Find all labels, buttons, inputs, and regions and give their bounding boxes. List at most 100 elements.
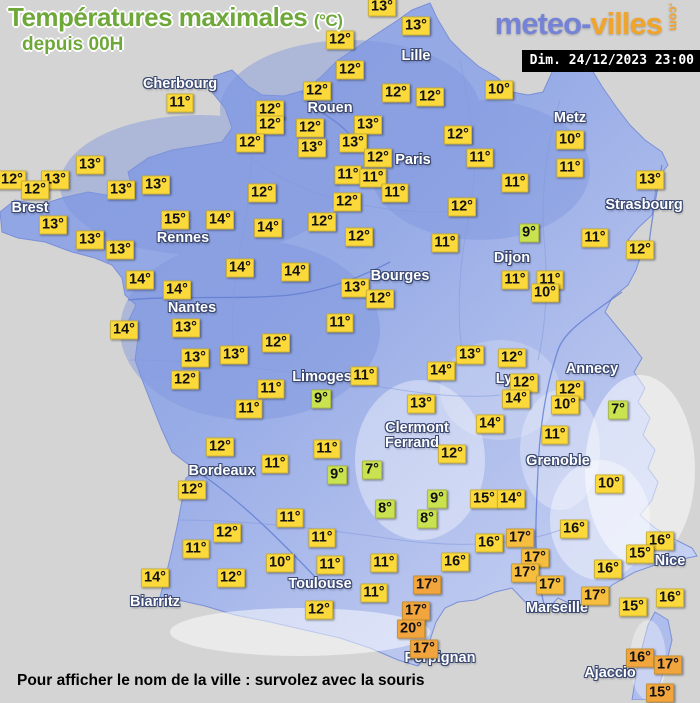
temperature-label[interactable]: 14° — [281, 262, 309, 282]
temperature-label[interactable]: 12° — [171, 370, 199, 390]
temperature-label[interactable]: 8° — [375, 499, 395, 519]
temperature-label[interactable]: 11° — [326, 313, 354, 333]
temperature-label[interactable]: 13° — [402, 16, 430, 36]
temperature-label[interactable]: 17° — [536, 575, 564, 595]
temperature-label[interactable]: 12° — [0, 170, 26, 190]
temperature-label[interactable]: 20° — [397, 619, 425, 639]
temperature-label[interactable]: 13° — [407, 394, 435, 414]
temperature-label[interactable]: 11° — [235, 399, 263, 419]
temperature-label[interactable]: 15° — [619, 597, 647, 617]
temperature-label[interactable]: 13° — [341, 278, 369, 298]
temperature-label[interactable]: 12° — [345, 227, 373, 247]
temperature-label[interactable]: 11° — [334, 165, 362, 185]
temperature-label[interactable]: 12° — [178, 480, 206, 500]
temperature-label[interactable]: 15° — [626, 544, 654, 564]
temperature-label[interactable]: 14° — [141, 568, 169, 588]
temperature-label[interactable]: 17° — [654, 655, 682, 675]
temperature-label[interactable]: 13° — [339, 133, 367, 153]
temperature-label[interactable]: 11° — [182, 539, 210, 559]
temperature-label[interactable]: 11° — [431, 233, 459, 253]
temperature-label[interactable]: 13° — [76, 230, 104, 250]
temperature-label[interactable]: 9° — [519, 223, 539, 243]
temperature-label[interactable]: 12° — [303, 81, 331, 101]
temperature-label[interactable]: 12° — [444, 125, 472, 145]
temperature-label[interactable]: 17° — [506, 528, 534, 548]
temperature-label[interactable]: 14° — [126, 270, 154, 290]
temperature-label[interactable]: 11° — [556, 158, 584, 178]
temperature-label[interactable]: 12° — [326, 30, 354, 50]
temperature-label[interactable]: 12° — [305, 600, 333, 620]
temperature-label[interactable]: 12° — [217, 568, 245, 588]
temperature-label[interactable]: 12° — [213, 523, 241, 543]
temperature-label[interactable]: 17° — [511, 563, 539, 583]
temperature-label[interactable]: 12° — [206, 437, 234, 457]
temperature-label[interactable]: 16° — [626, 648, 654, 668]
temperature-label[interactable]: 12° — [382, 83, 410, 103]
temperature-label[interactable]: 12° — [262, 333, 290, 353]
temperature-label[interactable]: 11° — [370, 553, 398, 573]
temperature-label[interactable]: 12° — [438, 444, 466, 464]
temperature-label[interactable]: 13° — [636, 170, 664, 190]
temperature-label[interactable]: 11° — [261, 454, 289, 474]
temperature-label[interactable]: 11° — [316, 555, 344, 575]
temperature-label[interactable]: 12° — [498, 348, 526, 368]
temperature-label[interactable]: 12° — [556, 380, 584, 400]
temperature-label[interactable]: 15° — [646, 683, 674, 703]
temperature-label[interactable]: 14° — [476, 414, 504, 434]
temperature-label[interactable]: 9° — [327, 465, 347, 485]
temperature-label[interactable]: 17° — [402, 601, 430, 621]
temperature-label[interactable]: 13° — [172, 318, 200, 338]
temperature-label[interactable]: 11° — [501, 270, 529, 290]
temperature-label[interactable]: 14° — [427, 361, 455, 381]
temperature-label[interactable]: 12° — [308, 212, 336, 232]
temperature-label[interactable]: 7° — [608, 400, 628, 420]
temperature-label[interactable]: 10° — [266, 553, 294, 573]
temperature-label[interactable]: 9° — [427, 489, 447, 509]
temperature-label[interactable]: 17° — [410, 639, 438, 659]
temperature-label[interactable]: 12° — [21, 180, 49, 200]
temperature-label[interactable]: 14° — [110, 320, 138, 340]
temperature-label[interactable]: 11° — [541, 425, 569, 445]
temperature-label[interactable]: 12° — [333, 192, 361, 212]
temperature-label[interactable]: 10° — [595, 474, 623, 494]
temperature-label[interactable]: 10° — [551, 395, 579, 415]
temperature-label[interactable]: 11° — [466, 148, 494, 168]
temperature-label[interactable]: 16° — [594, 559, 622, 579]
temperature-label[interactable]: 16° — [656, 588, 684, 608]
temperature-label[interactable]: 16° — [475, 533, 503, 553]
temperature-label[interactable]: 16° — [441, 552, 469, 572]
temperature-label[interactable]: 12° — [366, 289, 394, 309]
temperature-label[interactable]: 14° — [502, 389, 530, 409]
temperature-label[interactable]: 12° — [256, 115, 284, 135]
temperature-label[interactable]: 17° — [581, 586, 609, 606]
temperature-label[interactable]: 13° — [39, 215, 67, 235]
temperature-label[interactable]: 13° — [106, 240, 134, 260]
temperature-label[interactable]: 11° — [501, 173, 529, 193]
temperature-label[interactable]: 12° — [448, 197, 476, 217]
temperature-label[interactable]: 13° — [456, 345, 484, 365]
temperature-label[interactable]: 12° — [248, 183, 276, 203]
temperature-label[interactable]: 11° — [381, 183, 409, 203]
temperature-label[interactable]: 11° — [313, 439, 341, 459]
temperature-label[interactable]: 11° — [166, 93, 194, 113]
temperature-label[interactable]: 14° — [497, 489, 525, 509]
temperature-label[interactable]: 14° — [226, 258, 254, 278]
temperature-label[interactable]: 12° — [236, 133, 264, 153]
temperature-label[interactable]: 13° — [220, 345, 248, 365]
temperature-label[interactable]: 15° — [161, 210, 189, 230]
temperature-label[interactable]: 13° — [107, 180, 135, 200]
temperature-label[interactable]: 13° — [142, 175, 170, 195]
temperature-label[interactable]: 13° — [354, 115, 382, 135]
temperature-label[interactable]: 14° — [163, 280, 191, 300]
temperature-label[interactable]: 10° — [531, 283, 559, 303]
temperature-label[interactable]: 12° — [416, 87, 444, 107]
temperature-label[interactable]: 12° — [626, 240, 654, 260]
temperature-label[interactable]: 15° — [470, 489, 498, 509]
temperature-label[interactable]: 12° — [336, 60, 364, 80]
temperature-label[interactable]: 12° — [364, 148, 392, 168]
temperature-label[interactable]: 10° — [556, 130, 584, 150]
temperature-label[interactable]: 8° — [417, 509, 437, 529]
temperature-label[interactable]: 13° — [298, 138, 326, 158]
temperature-label[interactable]: 17° — [413, 575, 441, 595]
temperature-label[interactable]: 11° — [276, 508, 304, 528]
